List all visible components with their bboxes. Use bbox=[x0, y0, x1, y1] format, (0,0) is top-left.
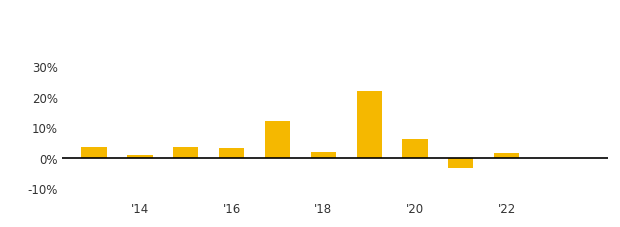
Bar bbox=[448, 158, 474, 169]
Bar bbox=[219, 148, 244, 158]
Bar bbox=[356, 91, 382, 158]
Bar bbox=[311, 152, 336, 158]
Bar bbox=[81, 147, 107, 158]
Text: Quintile spread by calendar year (US Bond Daily History): Quintile spread by calendar year (US Bon… bbox=[81, 12, 539, 27]
Bar bbox=[265, 122, 290, 158]
Bar bbox=[127, 155, 153, 158]
Bar bbox=[402, 140, 428, 158]
Bar bbox=[173, 147, 198, 158]
Bar bbox=[494, 153, 520, 158]
